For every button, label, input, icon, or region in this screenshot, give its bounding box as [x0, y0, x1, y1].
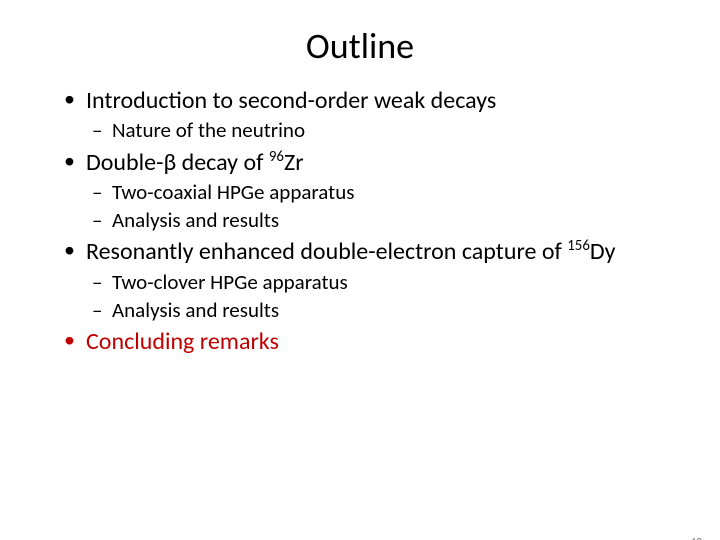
slide: Outline Introduction to second-order wea… — [0, 24, 720, 540]
outline-sublist: Two-coaxial HPGe apparatusAnalysis and r… — [92, 179, 680, 234]
outline-item-label: Introduction to second-order weak decays — [86, 86, 496, 115]
outline-item-label: Resonantly enhanced double-electron capt… — [86, 237, 616, 266]
outline-subitem-label: Analysis and results — [112, 207, 279, 233]
outline-content: Introduction to second-order weak decays… — [64, 86, 680, 356]
outline-list: Introduction to second-order weak decays… — [64, 86, 680, 356]
slide-title: Outline — [0, 24, 720, 68]
outline-item: Resonantly enhanced double-electron capt… — [64, 237, 680, 266]
outline-item: Double-β decay of 96Zr — [64, 148, 680, 177]
page-number: 43 — [690, 536, 702, 540]
outline-subitem-label: Two-clover HPGe apparatus — [112, 269, 348, 295]
outline-subitem: Analysis and results — [92, 207, 680, 233]
outline-subitem: Nature of the neutrino — [92, 117, 680, 143]
outline-sublist: Two-clover HPGe apparatusAnalysis and re… — [92, 269, 680, 324]
outline-subitem: Analysis and results — [92, 297, 680, 323]
outline-subitem: Two-clover HPGe apparatus — [92, 269, 680, 295]
outline-subitem: Two-coaxial HPGe apparatus — [92, 179, 680, 205]
outline-item-label: Double-β decay of 96Zr — [86, 148, 304, 177]
outline-sublist: Nature of the neutrino — [92, 117, 680, 143]
outline-subitem-label: Two-coaxial HPGe apparatus — [112, 179, 354, 205]
outline-item: Introduction to second-order weak decays — [64, 86, 680, 115]
outline-subitem-label: Nature of the neutrino — [112, 117, 305, 143]
outline-item-label: Concluding remarks — [86, 327, 279, 356]
outline-item: Concluding remarks — [64, 327, 680, 356]
outline-subitem-label: Analysis and results — [112, 297, 279, 323]
